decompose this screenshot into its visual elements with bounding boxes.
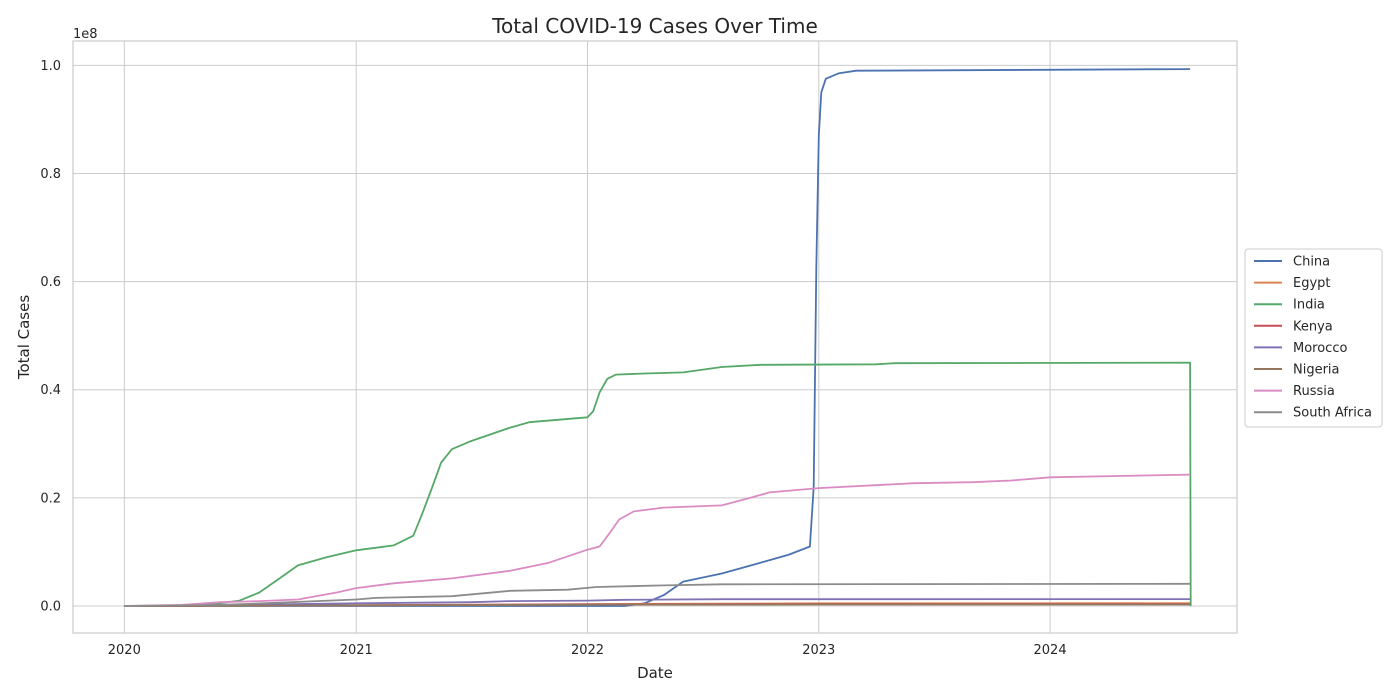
x-axis-ticks: 2020 2021 2022 2023 2024 xyxy=(108,643,1067,658)
series-line-nigeria xyxy=(124,603,1191,607)
y-axis-label: Total Cases xyxy=(15,295,33,381)
legend-label-south-africa: South Africa xyxy=(1293,406,1372,421)
grid-lines xyxy=(73,41,1237,633)
series-line-south-africa xyxy=(124,582,1191,607)
y-axis-offset-label: 1e8 xyxy=(73,27,98,42)
x-axis-label: Date xyxy=(637,664,673,682)
chart-title: Total COVID-19 Cases Over Time xyxy=(491,14,818,38)
series-line-russia xyxy=(124,473,1191,607)
legend-label-russia: Russia xyxy=(1293,384,1335,399)
legend: China Egypt India Kenya Morocco Nigeria Russia… xyxy=(1244,248,1383,428)
plot-area-frame xyxy=(72,40,1238,634)
series-line-india xyxy=(124,361,1192,607)
series-line-morocco xyxy=(124,598,1191,607)
legend-label-morocco: Morocco xyxy=(1293,341,1347,356)
legend-label-kenya: Kenya xyxy=(1293,319,1333,334)
y-tick-label: 0.6 xyxy=(40,275,61,290)
x-tick-label: 2024 xyxy=(1034,643,1067,658)
legend-box xyxy=(1244,248,1383,428)
x-tick-label: 2022 xyxy=(571,643,604,658)
legend-label-nigeria: Nigeria xyxy=(1293,363,1340,378)
y-tick-label: 0.4 xyxy=(40,383,61,398)
y-tick-label: 0.0 xyxy=(40,599,61,614)
y-axis-ticks: 0.0 0.2 0.4 0.6 0.8 1.0 xyxy=(40,59,61,615)
y-tick-label: 1.0 xyxy=(40,59,61,74)
x-tick-label: 2023 xyxy=(802,643,835,658)
x-tick-label: 2020 xyxy=(108,643,141,658)
y-tick-label: 0.8 xyxy=(40,167,61,182)
y-tick-label: 0.2 xyxy=(40,491,61,506)
legend-label-egypt: Egypt xyxy=(1293,276,1331,291)
x-tick-label: 2021 xyxy=(340,643,373,658)
legend-label-india: India xyxy=(1293,298,1325,313)
legend-label-china: China xyxy=(1293,255,1330,270)
series-lines xyxy=(124,68,1192,607)
series-line-china xyxy=(124,68,1191,607)
